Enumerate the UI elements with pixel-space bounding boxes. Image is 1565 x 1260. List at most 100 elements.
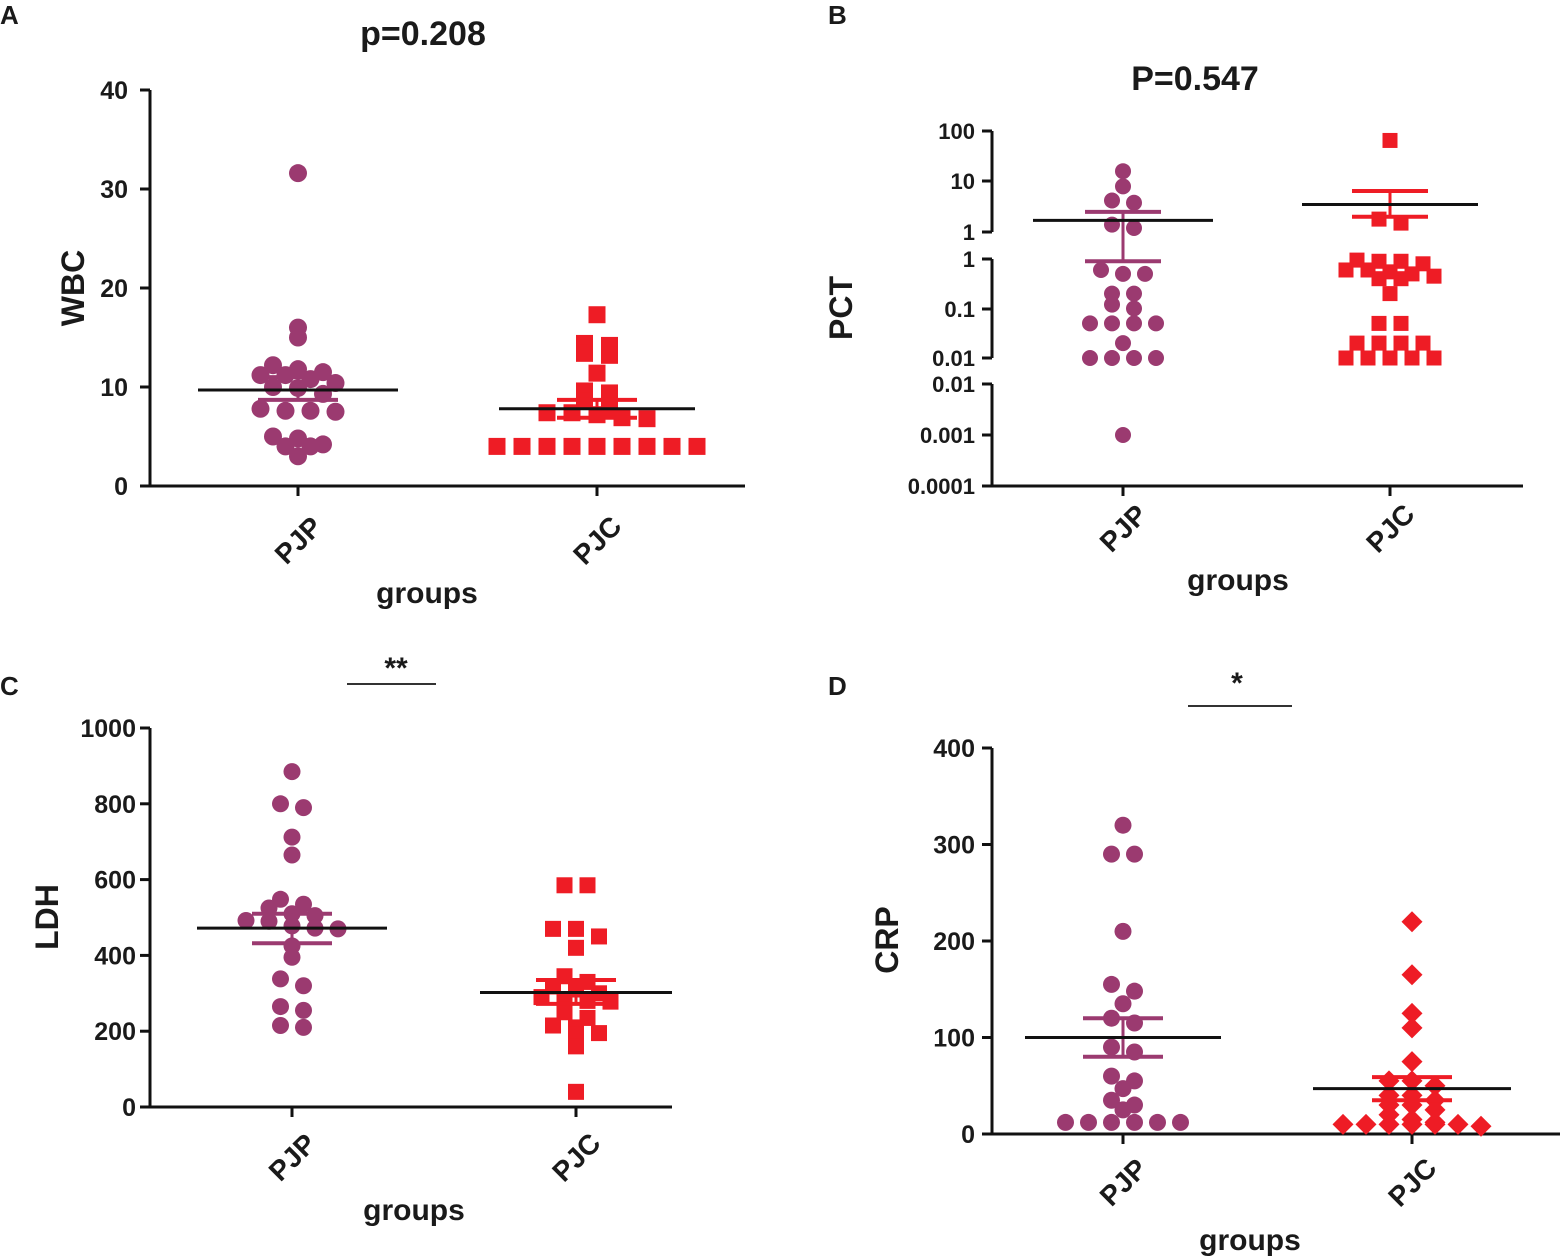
data-point	[301, 401, 320, 420]
data-point	[1082, 350, 1098, 366]
data-point	[588, 306, 606, 324]
data-point	[289, 328, 307, 347]
data-point	[1104, 315, 1120, 332]
panel-c-label: C	[0, 671, 19, 701]
panel-d-significance: *	[1231, 667, 1243, 700]
panel-b-plot: 100 10 11 0.1 0.010.01 0.001 0.0001 PJP PJC	[908, 119, 1523, 559]
data-point	[1103, 1113, 1120, 1131]
y-tick-label: 0.001	[920, 423, 975, 448]
data-point	[576, 344, 593, 362]
x-category-label: PJP	[269, 511, 328, 570]
y-tick-label: 200	[933, 928, 975, 956]
data-point	[260, 912, 278, 930]
data-point	[1401, 911, 1423, 933]
data-point	[1349, 335, 1365, 351]
data-point	[613, 437, 631, 455]
data-point	[1104, 192, 1120, 209]
data-point	[1104, 296, 1120, 313]
panel-b-xlabel: groups	[1187, 564, 1289, 597]
data-point	[1447, 1113, 1469, 1135]
data-point	[1126, 845, 1143, 863]
data-point	[602, 993, 619, 1010]
y-tick-label: 600	[94, 867, 136, 895]
data-point	[264, 427, 282, 446]
data-point	[1148, 350, 1164, 366]
data-point	[1378, 1113, 1400, 1135]
data-point	[1114, 1080, 1132, 1098]
data-point	[295, 1018, 312, 1036]
data-point	[1114, 995, 1132, 1013]
y-tick-label: 10	[951, 169, 975, 194]
y-tick-label: 1	[963, 247, 975, 272]
data-point	[272, 998, 289, 1016]
data-point	[591, 1025, 607, 1042]
data-point	[601, 346, 618, 364]
data-point	[588, 364, 606, 382]
data-point	[237, 912, 255, 930]
panel-b-ylabel: PCT	[823, 276, 859, 340]
data-point	[1338, 350, 1354, 366]
data-point	[1360, 350, 1376, 366]
data-point	[1126, 194, 1142, 211]
y-tick-label: 200	[94, 1018, 136, 1046]
data-point	[1371, 271, 1387, 287]
panel-c-xlabel: groups	[363, 1194, 465, 1227]
data-point	[1382, 350, 1398, 366]
panel-b: B P=0.547 PCT groups 100 10 11 0.1 0.010.01 0…	[823, 0, 1523, 597]
data-point	[1393, 215, 1409, 231]
data-point	[1393, 271, 1409, 287]
data-point	[264, 356, 282, 375]
data-point	[1057, 1113, 1074, 1131]
data-point	[1401, 1017, 1423, 1039]
data-point	[1371, 315, 1387, 331]
data-point	[1371, 211, 1387, 227]
data-point	[295, 799, 312, 817]
y-tick-label: 0.0001	[908, 474, 975, 499]
data-point	[1332, 1113, 1354, 1135]
data-point	[568, 939, 584, 956]
data-point	[272, 890, 289, 908]
panel-d-label: D	[828, 671, 847, 701]
data-point	[272, 970, 289, 988]
data-point	[1415, 335, 1431, 351]
data-point	[1148, 315, 1164, 332]
data-point	[538, 404, 556, 422]
data-point	[1401, 1051, 1423, 1073]
data-point	[1393, 335, 1409, 351]
data-point	[1082, 315, 1098, 332]
x-category-label: PJC	[1360, 498, 1420, 558]
data-point	[545, 920, 561, 937]
data-point	[513, 437, 531, 455]
data-point	[1093, 261, 1109, 278]
data-point	[1126, 982, 1143, 1000]
x-category-label: PJC	[1382, 1152, 1442, 1212]
data-point	[1149, 1113, 1166, 1131]
data-point	[1104, 350, 1120, 366]
data-point	[289, 447, 307, 466]
panel-a-label: A	[0, 0, 19, 30]
data-point	[1126, 300, 1142, 317]
x-category-label: PJP	[1094, 499, 1153, 558]
x-category-label: PJP	[1094, 1153, 1153, 1212]
data-point	[1401, 1113, 1423, 1135]
data-point	[1104, 285, 1120, 302]
data-point	[1355, 1113, 1377, 1135]
data-point	[1126, 220, 1142, 237]
data-point	[251, 399, 270, 418]
data-point	[1103, 845, 1120, 863]
data-point	[556, 1004, 573, 1021]
data-point	[1114, 1101, 1132, 1119]
data-point	[1470, 1115, 1492, 1137]
data-point	[276, 401, 295, 420]
data-point	[295, 895, 312, 913]
panel-d-ylabel: CRP	[869, 906, 905, 974]
y-tick-label: 1	[963, 220, 975, 245]
data-point	[663, 437, 681, 455]
data-point	[579, 877, 596, 894]
y-tick-label: 100	[933, 1025, 975, 1053]
y-tick-label: 0	[961, 1121, 975, 1149]
panel-a-title: p=0.208	[360, 15, 486, 53]
data-point	[579, 992, 596, 1009]
data-point	[1103, 1091, 1120, 1109]
